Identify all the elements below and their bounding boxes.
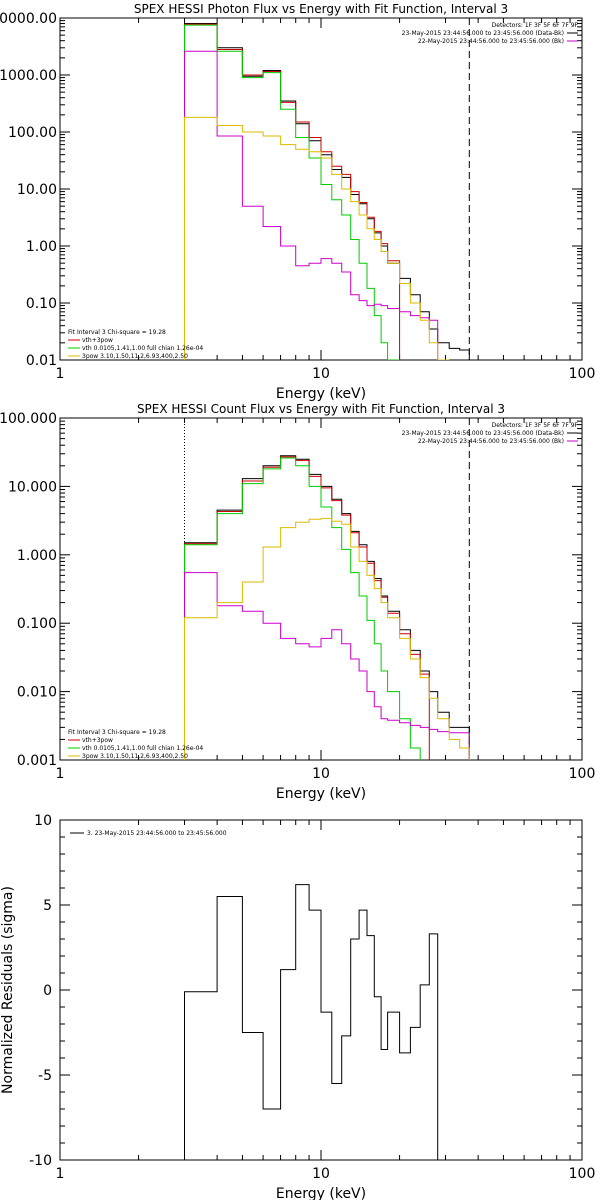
x-tick-label: 10 bbox=[312, 366, 330, 382]
y-tick-label: 100.000 bbox=[0, 411, 57, 427]
legend-text: Detectors: 1F 3F 5F 6F 7F 9F bbox=[492, 22, 579, 29]
x-tick-label: 1 bbox=[56, 366, 65, 382]
x-tick-label: 1 bbox=[56, 766, 65, 782]
x-tick-label: 100 bbox=[569, 366, 596, 382]
series-4-line bbox=[184, 50, 439, 360]
series-3-line bbox=[184, 24, 400, 360]
y-tick-label: 1000.00 bbox=[0, 68, 57, 84]
y-tick-label: 0 bbox=[43, 983, 52, 999]
y-tick-label: 0.10 bbox=[26, 296, 57, 312]
legend-text: vth 0.0105,1.41,1.00 full chian 1.26e-04 bbox=[82, 345, 203, 352]
x-tick-label: 10 bbox=[312, 766, 330, 782]
y-tick-label: 0.001 bbox=[17, 753, 57, 769]
series-1-line bbox=[184, 455, 470, 760]
legend-text: Detectors: 1F 3F 5F 6F 7F 9F bbox=[492, 422, 579, 429]
legend-text: vth+3pow bbox=[82, 737, 113, 744]
legend_top: Detectors: 1F 3F 5F 6F 7F 9F23-May-2015 … bbox=[402, 422, 579, 445]
legend-text: 22-May-2015 23:44:56.000 to 23:45:56.000… bbox=[418, 438, 564, 445]
y-tick-label: 0.010 bbox=[17, 685, 57, 701]
y-tick-label: 0.100 bbox=[17, 616, 57, 632]
series-5-line bbox=[184, 517, 470, 760]
legend-text: 22-May-2015 23:44:56.000 to 23:45:56.000… bbox=[418, 38, 564, 45]
legend-text: vth 0.0105,1.41,1.00 full chian 1.26e-04 bbox=[82, 745, 203, 752]
series-1-line bbox=[184, 23, 470, 360]
y-tick-label: 10 bbox=[34, 813, 52, 829]
legend: 3. 23-May-2015 23:44:56.000 to 23:45:56.… bbox=[70, 830, 227, 837]
x-tick-label: 100 bbox=[569, 766, 596, 782]
chart-3: 1 10 100 -10 -5 0 5 10 Energy (keV) Normalized Re… bbox=[0, 813, 595, 1200]
x-tick-label: 1 bbox=[56, 1166, 65, 1182]
y-tick-label: 100.00 bbox=[8, 125, 57, 141]
y-tick-label: 1.00 bbox=[26, 239, 57, 255]
legend-text: 23-May-2015 23:44:56.000 to 23:45:56.000… bbox=[402, 30, 564, 37]
legend-text: 23-May-2015 23:44:56.000 to 23:45:56.000… bbox=[402, 430, 564, 437]
x-axis-label: Energy (keV) bbox=[276, 786, 366, 802]
legend_bottom: Fit Interval 3 Chi-square = 19.28vth+3po… bbox=[68, 729, 203, 760]
y-tick-label: 10.00 bbox=[17, 182, 57, 198]
legend-text: 3pow 3.10,1.50,11.2,6.93,400,2.50 bbox=[82, 753, 188, 760]
x-axis-label: Energy (keV) bbox=[276, 1186, 366, 1200]
legend-text: 3. 23-May-2015 23:44:56.000 to 23:45:56.… bbox=[87, 830, 227, 837]
series-4-line bbox=[184, 572, 470, 760]
x-tick-label: 10 bbox=[312, 1166, 330, 1182]
y-tick-label: 0.01 bbox=[26, 353, 57, 369]
y-tick-label: 10.000 bbox=[8, 479, 57, 495]
legend-text: vth+3pow bbox=[82, 337, 113, 344]
plot-area bbox=[184, 23, 470, 360]
plot-area bbox=[184, 455, 470, 760]
plot-frame bbox=[59, 417, 583, 761]
series-5-line bbox=[184, 116, 450, 360]
chart-title: SPEX HESSI Count Flux vs Energy with Fit… bbox=[137, 402, 505, 416]
x-axis-label: Energy (keV) bbox=[276, 386, 366, 402]
series-3-line bbox=[184, 457, 421, 760]
legend_bottom: Fit Interval 3 Chi-square = 19.28vth+3po… bbox=[68, 329, 203, 360]
plot-area bbox=[184, 884, 439, 1160]
y-tick-label: 1.000 bbox=[17, 548, 57, 564]
series-1-line bbox=[184, 884, 439, 1160]
legend-text: 3pow 3.10,1.50,11.2,6.93,400,2.50 bbox=[82, 353, 188, 360]
series-2-line bbox=[184, 456, 430, 760]
plot-frame bbox=[59, 17, 583, 361]
y-tick-label: 5 bbox=[43, 898, 52, 914]
legend-text: Fit Interval 3 Chi-square = 19.28 bbox=[68, 329, 166, 336]
legend-text: Fit Interval 3 Chi-square = 19.28 bbox=[68, 729, 166, 736]
chart-1: SPEX HESSI Photon Flux vs Energy with Fi… bbox=[0, 2, 595, 402]
y-tick-label: -10 bbox=[29, 1153, 52, 1169]
y-tick-label: 10000.00 bbox=[0, 11, 57, 27]
y-tick-label: -5 bbox=[38, 1068, 52, 1084]
y-axis-label: Normalized Residuals (sigma) bbox=[0, 886, 16, 1094]
chart-title: SPEX HESSI Photon Flux vs Energy with Fi… bbox=[134, 2, 508, 16]
legend_top: Detectors: 1F 3F 5F 6F 7F 9F23-May-2015 … bbox=[402, 22, 579, 45]
chart-2: SPEX HESSI Count Flux vs Energy with Fit… bbox=[0, 402, 595, 802]
x-tick-label: 100 bbox=[569, 1166, 596, 1182]
